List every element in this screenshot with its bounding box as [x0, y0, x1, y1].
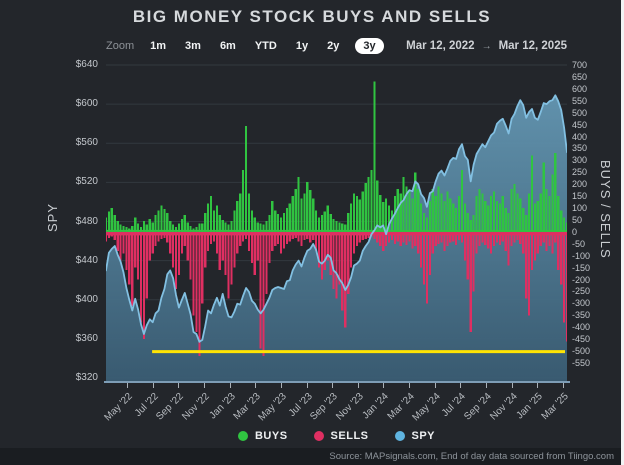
x-axis-tick-mark	[434, 383, 436, 388]
right-axis-tick: 600	[572, 83, 588, 94]
legend-item-sells[interactable]: SELLS	[313, 430, 369, 442]
legend-label: SPY	[411, 430, 436, 442]
x-axis-tick-mark	[357, 383, 359, 388]
date-from[interactable]: Mar 12, 2022	[406, 40, 475, 52]
right-axis-title: BUYS / SELLS	[598, 160, 613, 259]
chart-toolbar: Zoom 1m 3m 6m YTD 1y 2y 3y Mar 12, 2022 → Mar …	[106, 36, 567, 56]
left-axis-tick: $520	[75, 176, 98, 188]
right-axis-tick: 50	[572, 214, 583, 225]
right-edge-strip	[621, 0, 624, 465]
legend-label: SELLS	[330, 430, 369, 442]
right-axis-tick: 450	[572, 119, 588, 130]
x-axis-tick-mark	[511, 383, 513, 388]
legend-item-spy[interactable]: SPY	[394, 430, 436, 442]
right-axis-tick: 550	[572, 95, 588, 106]
x-axis-tick-mark	[178, 383, 180, 388]
x-axis-tick-mark	[332, 383, 334, 388]
date-to[interactable]: Mar 12, 2025	[498, 40, 567, 52]
x-axis-tick-mark	[460, 383, 462, 388]
left-axis-tick: $480	[75, 215, 98, 227]
right-axis-tick: -300	[572, 298, 591, 309]
right-axis-tick: -250	[572, 286, 591, 297]
arrow-right-icon: →	[481, 40, 492, 52]
right-axis-tick: 650	[572, 71, 588, 82]
x-axis-tick-mark	[127, 383, 129, 388]
right-axis-tick: 150	[572, 191, 588, 202]
x-axis-tick-mark	[306, 383, 308, 388]
x-axis-tick-mark	[229, 383, 231, 388]
zoom-range-6m[interactable]: 6m	[219, 40, 236, 52]
left-axis-tick: $600	[75, 98, 98, 110]
right-axis-tick: 200	[572, 179, 588, 190]
x-axis-tick-mark	[280, 383, 282, 388]
buys-dot-icon	[237, 431, 248, 441]
zoom-range-buttons: 1m 3m 6m YTD 1y 2y 3y	[147, 38, 384, 54]
sells-dot-icon	[313, 431, 324, 441]
right-axis-tick: 400	[572, 131, 588, 142]
right-axis-tick: 250	[572, 167, 588, 178]
footer-source: Source: MAPsignals.com, End of day data …	[0, 448, 624, 465]
chart-title: BIG MONEY STOCK BUYS AND SELLS	[132, 7, 492, 26]
x-axis-tick-mark	[562, 383, 564, 388]
left-axis-tick: $440	[75, 254, 98, 266]
chart-plot-area[interactable]	[106, 62, 567, 381]
right-axis-tick: 700	[572, 60, 588, 70]
right-axis-tick: 500	[572, 107, 588, 118]
right-axis-tick: -200	[572, 274, 591, 285]
right-axis-tick: -350	[572, 310, 591, 321]
x-axis-tick-mark	[409, 383, 411, 388]
right-axis-tick: -450	[572, 334, 591, 345]
legend-item-buys[interactable]: BUYS	[237, 430, 288, 442]
x-axis-tick-mark	[383, 383, 385, 388]
right-axis-tick: 300	[572, 155, 588, 166]
right-axis-tick: -400	[572, 322, 591, 333]
right-axis-tick: -550	[572, 358, 591, 368]
date-range: Mar 12, 2022 → Mar 12, 2025	[406, 40, 567, 52]
right-axis-tick: 350	[572, 143, 588, 154]
left-axis-tick: $560	[75, 137, 98, 149]
x-axis-tick-mark	[152, 383, 154, 388]
zoom-range-ytd[interactable]: YTD	[254, 40, 277, 52]
left-axis-tick: $320	[75, 372, 98, 383]
legend: BUYS SELLS SPY	[106, 430, 567, 442]
zoom-label: Zoom	[106, 40, 135, 52]
right-axis-tick: -150	[572, 262, 591, 273]
zoom-range-group: Zoom 1m 3m 6m YTD 1y 2y 3y	[106, 38, 384, 54]
left-axis-tick: $400	[75, 293, 98, 305]
x-axis-tick-mark	[486, 383, 488, 388]
zoom-range-2y[interactable]: 2y	[327, 40, 340, 52]
zoom-range-1y[interactable]: 1y	[295, 40, 309, 52]
zoom-range-1m[interactable]: 1m	[150, 40, 167, 52]
right-axis-tick: -500	[572, 346, 591, 357]
left-axis-tick: $640	[75, 59, 98, 70]
left-axis-tick: $360	[75, 332, 98, 344]
right-axis-tick: 0	[572, 226, 578, 237]
spy-dot-icon	[394, 431, 405, 441]
legend-label: BUYS	[254, 430, 288, 442]
right-axis-tick: 100	[572, 203, 588, 214]
x-axis-line	[104, 381, 570, 383]
zoom-range-3y[interactable]: 3y	[355, 38, 384, 54]
zoom-range-3m[interactable]: 3m	[185, 40, 201, 52]
right-axis-tick: -100	[572, 250, 591, 261]
x-axis-tick-mark	[203, 383, 205, 388]
x-axis-tick-mark	[255, 383, 257, 388]
right-axis-tick: -50	[572, 238, 586, 249]
x-axis-tick-mark	[537, 383, 539, 388]
